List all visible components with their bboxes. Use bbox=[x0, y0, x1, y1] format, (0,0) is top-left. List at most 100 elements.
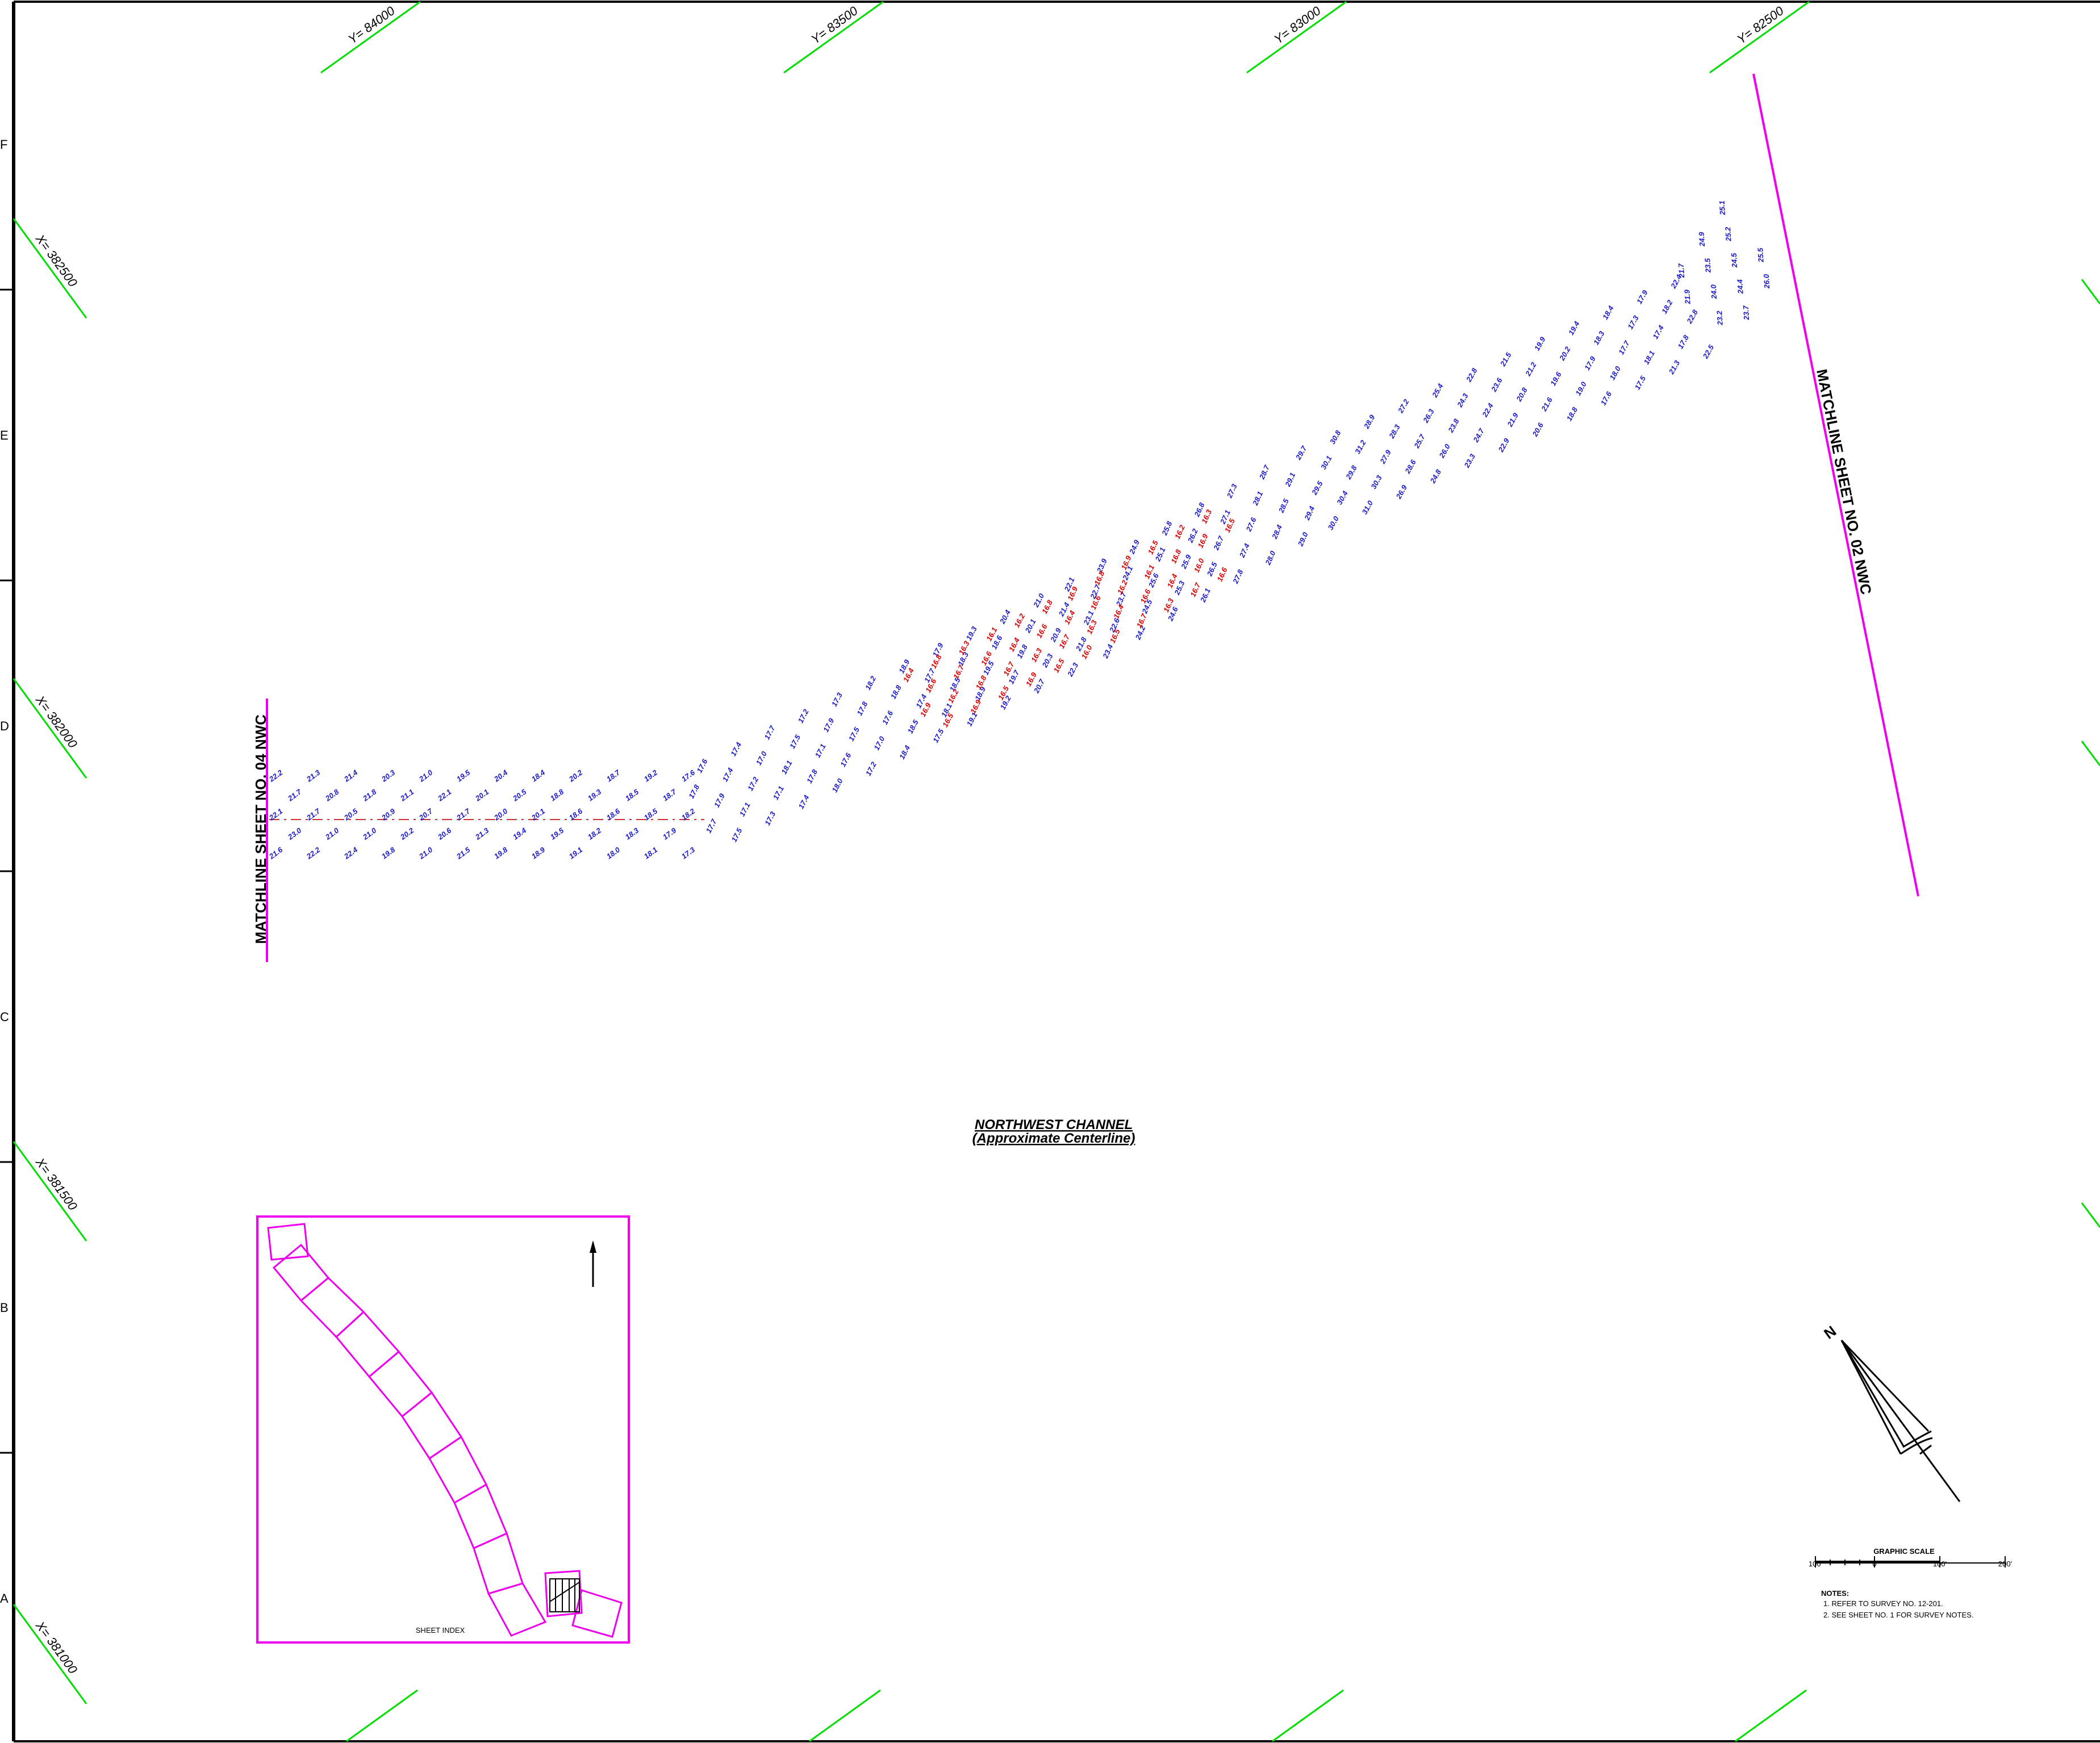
depth-sounding: 18.3 bbox=[624, 826, 641, 841]
depth-sounding: 30.0 bbox=[1326, 515, 1341, 532]
depth-sounding: 17.2 bbox=[746, 775, 760, 792]
depth-sounding: 17.8 bbox=[855, 700, 869, 717]
depth-sounding: 23.6 bbox=[1489, 376, 1504, 394]
row-letter-a: A bbox=[0, 1591, 9, 1606]
soundings-layer: 22.221.722.123.021.621.320.821.721.022.2… bbox=[267, 200, 1771, 861]
depth-sounding: 18.8 bbox=[1565, 406, 1580, 423]
depth-sounding: 24.9 bbox=[1697, 231, 1706, 247]
depth-sounding: 17.9 bbox=[661, 826, 678, 841]
depth-sounding: 23.5 bbox=[1703, 258, 1712, 274]
depth-sounding: 28.4 bbox=[1270, 523, 1284, 541]
scale-tick-mid: 100' bbox=[1933, 1560, 1947, 1568]
depth-sounding: 24.3 bbox=[1455, 391, 1470, 409]
sheet-index-label: SHEET INDEX bbox=[416, 1626, 465, 1635]
depth-sounding: 17.0 bbox=[872, 734, 886, 751]
shoal-sounding: 16.2 bbox=[1012, 612, 1026, 629]
depth-sounding: 18.4 bbox=[530, 768, 547, 783]
depth-sounding: 17.4 bbox=[729, 741, 743, 758]
depth-sounding: 17.1 bbox=[813, 742, 828, 759]
grid-label-y-82500: Y= 82500 bbox=[1734, 3, 1786, 47]
depth-sounding: 18.4 bbox=[897, 743, 912, 760]
depth-sounding: 19.3 bbox=[965, 625, 979, 642]
notes-block: NOTES: 1. REFER TO SURVEY NO. 12-201. 2.… bbox=[1821, 1589, 1973, 1619]
depth-sounding: 20.4 bbox=[492, 768, 510, 784]
depth-sounding: 17.5 bbox=[1633, 374, 1648, 391]
depth-sounding: 18.0 bbox=[830, 777, 845, 794]
depth-sounding: 17.8 bbox=[1676, 333, 1691, 350]
depth-sounding: 26.3 bbox=[1421, 407, 1436, 425]
depth-sounding: 27.4 bbox=[1237, 542, 1251, 559]
shoal-sounding: 16.2 bbox=[1173, 523, 1187, 540]
depth-sounding: 25.2 bbox=[1723, 226, 1732, 242]
depth-sounding: 17.5 bbox=[788, 733, 802, 750]
depth-sounding: 23.3 bbox=[1462, 452, 1477, 470]
depth-sounding: 19.9 bbox=[1533, 335, 1547, 352]
depth-sounding: 18.5 bbox=[906, 718, 920, 735]
shoal-sounding: 16.6 bbox=[1035, 622, 1049, 639]
channel-title: NORTHWEST CHANNEL bbox=[975, 1117, 1133, 1132]
depth-sounding: 24.4 bbox=[1735, 279, 1744, 295]
depth-sounding: 22.3 bbox=[1066, 661, 1080, 679]
depth-sounding: 24.7 bbox=[1471, 427, 1486, 444]
channel-subtitle: (Approximate Centerline) bbox=[972, 1131, 1135, 1146]
depth-sounding: 17.5 bbox=[931, 727, 945, 744]
note-item: 2. SEE SHEET NO. 1 FOR SURVEY NOTES. bbox=[1823, 1611, 1973, 1619]
depth-sounding: 29.7 bbox=[1293, 444, 1308, 462]
depth-sounding: 21.3 bbox=[1667, 358, 1681, 376]
shoal-sounding: 16.8 bbox=[929, 653, 943, 670]
grid-ticks-left bbox=[12, 218, 87, 1704]
scale-tick-left: 100' bbox=[1809, 1560, 1822, 1568]
depth-sounding: 26.0 bbox=[1762, 274, 1771, 290]
matchline-right bbox=[1752, 73, 1919, 897]
depth-sounding: 22.5 bbox=[1701, 343, 1715, 361]
depth-sounding: 18.5 bbox=[624, 787, 641, 802]
depth-sounding: 24.0 bbox=[1709, 284, 1718, 300]
depth-sounding: 17.5 bbox=[847, 725, 861, 742]
north-arrow-icon: N bbox=[1821, 1322, 1961, 1502]
depth-sounding: 26.1 bbox=[1199, 587, 1212, 604]
grid-label-y-83000: Y= 83000 bbox=[1271, 3, 1324, 47]
depth-sounding: 29.1 bbox=[1283, 471, 1297, 488]
row-letter-e: E bbox=[0, 428, 9, 442]
graphic-scale: GRAPHIC SCALE 100' 0 100' 200' bbox=[1809, 1547, 2012, 1568]
depth-sounding: 30.8 bbox=[1328, 428, 1343, 445]
depth-sounding: 17.1 bbox=[738, 801, 752, 818]
shoal-sounding: 16.9 bbox=[1196, 532, 1210, 549]
depth-sounding: 21.7 bbox=[1677, 263, 1686, 279]
shoal-sounding: 16.6 bbox=[1215, 566, 1229, 583]
sheet-index-blocks bbox=[267, 1223, 623, 1638]
depth-sounding: 30.1 bbox=[1319, 454, 1333, 471]
north-arrow-label: N bbox=[1821, 1322, 1839, 1342]
depth-sounding: 26.0 bbox=[1437, 442, 1452, 460]
depth-sounding: 20.8 bbox=[323, 787, 341, 803]
depth-sounding: 21.4 bbox=[342, 768, 360, 784]
depth-sounding: 23.4 bbox=[1101, 642, 1115, 660]
depth-sounding: 20.1 bbox=[473, 787, 490, 803]
depth-sounding: 18.7 bbox=[661, 787, 678, 802]
depth-sounding: 18.1 bbox=[642, 845, 659, 860]
depth-sounding: 23.2 bbox=[1715, 310, 1724, 326]
depth-sounding: 26.7 bbox=[1212, 534, 1226, 552]
depth-sounding: 17.3 bbox=[830, 691, 844, 708]
depth-sounding: 21.0 bbox=[323, 826, 341, 842]
grid-label-y-83500: Y= 83500 bbox=[808, 3, 861, 47]
depth-sounding: 21.6 bbox=[267, 845, 285, 861]
depth-sounding: 19.0 bbox=[1573, 380, 1588, 397]
depth-sounding: 28.3 bbox=[1387, 423, 1402, 440]
depth-sounding: 27.3 bbox=[1225, 482, 1239, 500]
depth-sounding: 22.4 bbox=[1480, 402, 1495, 419]
depth-sounding: 23.8 bbox=[1446, 417, 1461, 434]
depth-sounding: 20.2 bbox=[398, 826, 416, 842]
depth-sounding: 25.5 bbox=[1756, 247, 1765, 263]
depth-sounding: 29.5 bbox=[1310, 479, 1325, 497]
depth-sounding: 22.8 bbox=[1685, 308, 1700, 325]
grid-ticks-bottom bbox=[346, 1689, 1807, 1742]
depth-sounding: 17.8 bbox=[805, 768, 819, 785]
depth-sounding: 18.0 bbox=[1608, 364, 1623, 381]
north-arrow-icon bbox=[590, 1240, 596, 1287]
depth-sounding: 17.4 bbox=[796, 793, 811, 810]
grid-label-x-381500: X= 381500 bbox=[32, 1155, 80, 1213]
row-letters: F E D C B A bbox=[0, 137, 9, 1606]
depth-sounding: 17.3 bbox=[680, 845, 697, 860]
depth-sounding: 23.7 bbox=[1742, 305, 1751, 321]
